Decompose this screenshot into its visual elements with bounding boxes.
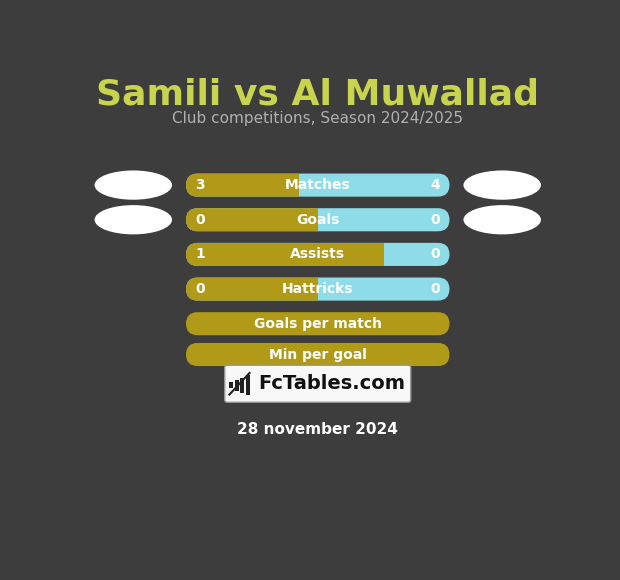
Ellipse shape [95, 205, 172, 234]
FancyBboxPatch shape [186, 277, 450, 300]
Text: Assists: Assists [290, 248, 345, 262]
Text: 1: 1 [195, 248, 205, 262]
Text: FcTables.com: FcTables.com [258, 374, 405, 393]
Ellipse shape [463, 205, 541, 234]
Text: 0: 0 [195, 213, 205, 227]
FancyBboxPatch shape [186, 277, 450, 300]
Text: Goals: Goals [296, 213, 339, 227]
FancyBboxPatch shape [186, 208, 450, 231]
FancyBboxPatch shape [186, 173, 450, 197]
Text: Min per goal: Min per goal [269, 347, 366, 361]
FancyBboxPatch shape [186, 343, 450, 366]
Text: 28 november 2024: 28 november 2024 [237, 422, 398, 437]
FancyBboxPatch shape [186, 243, 450, 266]
Text: 3: 3 [195, 178, 205, 192]
FancyBboxPatch shape [186, 243, 450, 266]
Text: Samili vs Al Muwallad: Samili vs Al Muwallad [96, 77, 539, 111]
Ellipse shape [95, 171, 172, 200]
FancyBboxPatch shape [186, 208, 450, 231]
FancyBboxPatch shape [224, 365, 410, 403]
Text: 0: 0 [431, 213, 440, 227]
Text: 0: 0 [195, 282, 205, 296]
Text: 0: 0 [431, 248, 440, 262]
Ellipse shape [463, 171, 541, 200]
Bar [235, 380, 239, 391]
Text: 0: 0 [431, 282, 440, 296]
Bar [246, 375, 249, 396]
Bar [229, 382, 233, 389]
Text: Club competitions, Season 2024/2025: Club competitions, Season 2024/2025 [172, 111, 463, 126]
Text: Matches: Matches [285, 178, 351, 192]
Bar [241, 378, 244, 393]
FancyBboxPatch shape [186, 312, 450, 335]
Text: Hattricks: Hattricks [282, 282, 353, 296]
Text: 4: 4 [431, 178, 440, 192]
FancyBboxPatch shape [186, 173, 450, 197]
Text: Goals per match: Goals per match [254, 317, 382, 331]
